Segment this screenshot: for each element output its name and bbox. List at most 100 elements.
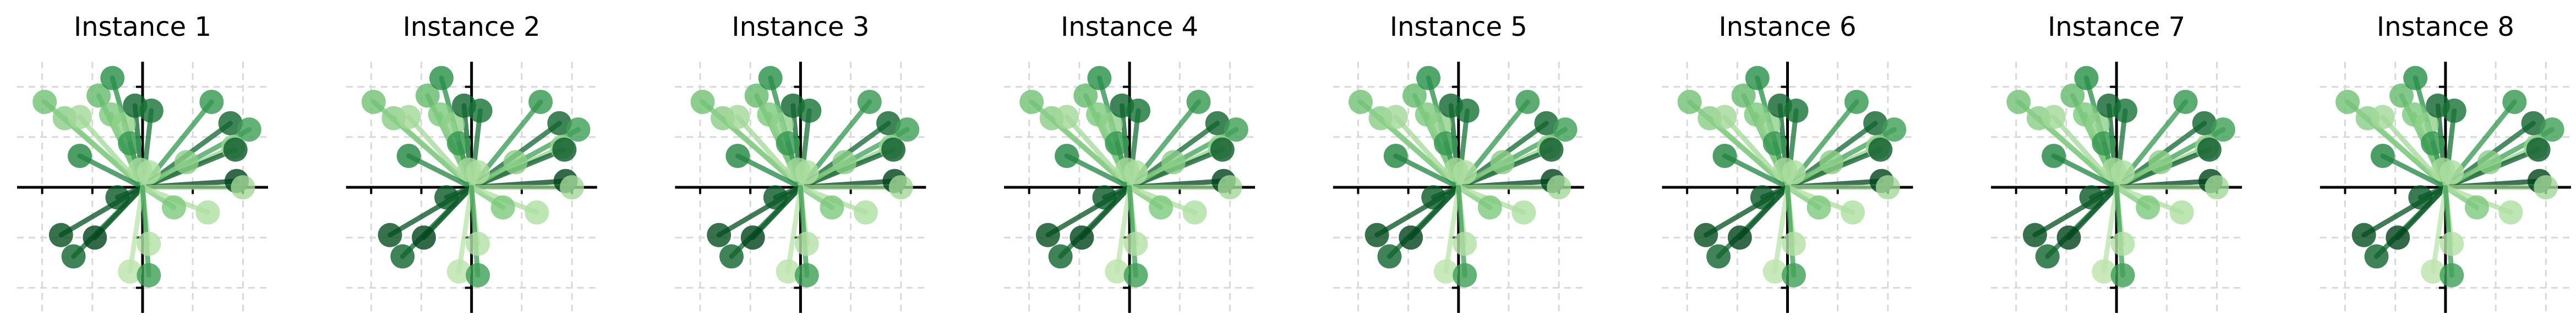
vector-point-9	[1126, 98, 1151, 123]
vector-point-9	[797, 98, 822, 123]
vector-point-13	[218, 111, 243, 136]
vector-stem-29	[2101, 185, 2119, 274]
vector-point-26	[490, 195, 515, 220]
vector-point-9	[2113, 98, 2138, 123]
vector-point-4	[2389, 83, 2414, 108]
vector-point-22	[1750, 185, 1775, 210]
vector-point-23	[2351, 223, 2376, 247]
vector-point-10	[1105, 131, 1129, 156]
vector-point-29	[776, 259, 800, 284]
vector-stem-30	[140, 185, 151, 278]
vector-point-1	[32, 89, 57, 114]
panel-3: Instance 3	[675, 12, 926, 313]
vector-point-1	[2006, 89, 2031, 114]
vector-point-25	[2035, 244, 2060, 269]
vector-point-12	[2173, 89, 2198, 114]
vector-point-10	[446, 131, 471, 156]
vector-point-12	[1515, 89, 1540, 114]
vector-point-4	[1402, 83, 1427, 108]
vector-point-16	[881, 137, 906, 162]
vector-point-16	[1210, 137, 1235, 162]
vector-point-19	[2204, 175, 2229, 199]
vector-point-12	[528, 89, 553, 114]
vector-point-26	[1149, 195, 1174, 220]
vector-point-30	[466, 263, 490, 288]
vector-point-3	[1712, 105, 1737, 129]
vector-point-23	[1365, 223, 1389, 247]
vector-point-21	[2431, 158, 2455, 182]
vector-stem-25	[729, 185, 803, 259]
vector-point-4	[86, 83, 111, 108]
vector-stem-29	[1443, 185, 1461, 274]
vector-point-30	[1781, 263, 1806, 288]
vector-point-21	[1772, 158, 1797, 182]
vector-point-7	[440, 112, 465, 137]
vector-point-27	[2169, 200, 2194, 225]
vector-point-12	[1186, 89, 1211, 114]
vector-point-12	[857, 89, 882, 114]
vector-point-23	[2023, 223, 2047, 247]
vector-point-16	[2197, 137, 2222, 162]
vector-point-14	[237, 117, 261, 142]
vector-point-30	[794, 263, 819, 288]
vector-stem-25	[400, 185, 474, 259]
vector-point-13	[547, 111, 572, 136]
panel-title: Instance 4	[1061, 12, 1198, 42]
vector-point-24	[83, 225, 107, 250]
vector-point-9	[1784, 98, 1809, 123]
vector-point-19	[1547, 175, 1571, 199]
vector-point-21	[1115, 158, 1139, 182]
vector-point-3	[2370, 105, 2395, 129]
vector-point-13	[1863, 111, 1888, 136]
vector-point-1	[1019, 89, 1044, 114]
vector-point-28	[794, 231, 819, 256]
vector-point-19	[2534, 175, 2558, 199]
vector-point-6	[429, 66, 454, 90]
vector-point-23	[1035, 223, 1060, 247]
panel-title: Instance 7	[2048, 12, 2185, 42]
vector-point-28	[466, 231, 490, 256]
vector-point-21	[2102, 158, 2126, 182]
vector-point-27	[1511, 200, 1536, 225]
vector-point-10	[118, 131, 143, 156]
vector-point-9	[1455, 98, 1480, 123]
vector-point-1	[1348, 89, 1373, 114]
vector-point-9	[139, 98, 163, 123]
vector-point-26	[1807, 195, 1831, 220]
vector-point-29	[1762, 259, 1787, 284]
vector-point-6	[1745, 66, 1770, 90]
vector-point-7	[111, 112, 136, 137]
vector-point-14	[2540, 117, 2564, 142]
vector-point-1	[1677, 89, 1702, 114]
vector-point-11	[1712, 144, 1737, 168]
vector-stem-25	[71, 185, 145, 259]
vector-point-30	[2110, 263, 2135, 288]
vector-point-27	[1841, 200, 1865, 225]
vector-point-11	[68, 144, 92, 168]
vector-point-14	[895, 117, 920, 142]
vector-stem-30	[798, 185, 810, 278]
panels: Instance 1 Instance 2 Instance 3 Instance 4…	[17, 12, 2571, 313]
vector-point-14	[566, 117, 591, 142]
vector-point-3	[725, 105, 750, 129]
panel-6: Instance 6	[1662, 12, 1913, 313]
vector-point-30	[137, 263, 161, 288]
vector-point-1	[2335, 89, 2360, 114]
vector-point-30	[2439, 263, 2464, 288]
vector-point-29	[1434, 259, 1458, 284]
vector-point-10	[2421, 131, 2446, 156]
vector-point-16	[223, 137, 248, 162]
vector-point-11	[396, 144, 421, 168]
vector-point-19	[231, 175, 255, 199]
vector-point-11	[725, 144, 750, 168]
vector-point-25	[1706, 244, 1731, 269]
vector-point-4	[2060, 83, 2085, 108]
panel-8: Instance 8	[2320, 12, 2571, 313]
vector-point-12	[2502, 89, 2527, 114]
vector-point-13	[876, 111, 900, 136]
vector-point-3	[396, 105, 421, 129]
vector-point-28	[1781, 231, 1806, 256]
vector-point-1	[361, 89, 386, 114]
vector-point-27	[853, 200, 878, 225]
